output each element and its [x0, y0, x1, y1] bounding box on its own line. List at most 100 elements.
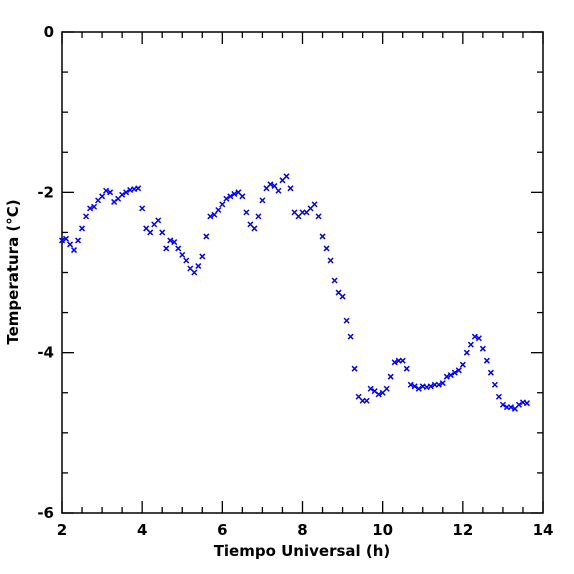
point [79, 225, 86, 232]
point [515, 401, 522, 408]
point [427, 383, 434, 390]
x-axis-label: Tiempo Universal (h) [214, 542, 391, 560]
point [223, 195, 230, 202]
point [507, 404, 514, 411]
point [483, 357, 490, 364]
plot-frame [61, 31, 544, 514]
x-tick-label: 12 [452, 521, 473, 539]
point [455, 367, 462, 374]
point [167, 237, 174, 244]
point [255, 213, 262, 220]
point [275, 187, 282, 194]
point [391, 359, 398, 366]
point [75, 237, 82, 244]
y-tick-label: 0 [44, 23, 54, 41]
point [375, 391, 382, 398]
point [159, 229, 166, 236]
point [227, 193, 234, 200]
point [363, 397, 370, 404]
point [387, 373, 394, 380]
point [83, 213, 90, 220]
point [231, 190, 238, 197]
point [58, 237, 66, 244]
y-tick-label: -2 [37, 183, 54, 201]
point [339, 293, 346, 300]
point [467, 341, 474, 348]
point [171, 239, 178, 246]
point [283, 173, 290, 180]
point [479, 345, 486, 352]
x-tick-label: 6 [217, 521, 227, 539]
point [135, 185, 142, 192]
point [191, 269, 198, 276]
point [163, 245, 170, 252]
point [87, 205, 94, 212]
point [351, 365, 358, 372]
point [195, 263, 202, 270]
point [251, 225, 258, 232]
y-tick-label: -4 [37, 344, 54, 362]
point [70, 247, 78, 254]
point [315, 213, 322, 220]
x-tick-label: 4 [137, 521, 147, 539]
point [327, 257, 334, 264]
x-tick-label: 10 [372, 521, 393, 539]
point [219, 201, 226, 208]
point [399, 357, 406, 364]
point [207, 213, 214, 220]
point [91, 203, 98, 210]
point [443, 373, 450, 380]
point [319, 233, 326, 240]
point [403, 365, 410, 372]
point [343, 317, 350, 324]
point [259, 197, 266, 204]
point [179, 251, 186, 258]
point [119, 191, 126, 198]
point [215, 206, 222, 214]
point [243, 209, 250, 216]
y-axis-label: Temperatura (°C) [4, 199, 22, 344]
point [451, 369, 458, 376]
point [271, 182, 278, 189]
point [475, 335, 482, 342]
point [367, 385, 374, 392]
x-tick-label: 8 [297, 521, 307, 539]
x-tick-label: 2 [57, 521, 67, 539]
point [491, 381, 498, 388]
point [323, 245, 330, 252]
point [415, 385, 422, 392]
point [62, 235, 70, 242]
point [487, 369, 494, 376]
x-tick-label: 14 [533, 521, 554, 539]
point [411, 383, 418, 390]
point [199, 253, 206, 260]
point [107, 189, 114, 196]
point [435, 381, 442, 388]
point [447, 372, 454, 379]
point [123, 189, 130, 196]
point [383, 385, 390, 392]
point [407, 381, 414, 388]
point [147, 229, 154, 236]
point [239, 193, 246, 200]
point [471, 333, 478, 340]
point [347, 333, 354, 340]
point [155, 217, 162, 224]
point [211, 211, 218, 218]
point [103, 187, 110, 194]
point [99, 193, 106, 200]
point [523, 400, 530, 407]
point [287, 185, 294, 192]
point [495, 393, 502, 400]
point [66, 241, 74, 248]
point [183, 257, 190, 264]
point [267, 181, 274, 188]
point [175, 245, 182, 252]
point [439, 380, 446, 387]
point [463, 349, 470, 356]
point [331, 277, 338, 284]
point [203, 233, 210, 240]
point [459, 361, 466, 368]
point [139, 205, 146, 212]
